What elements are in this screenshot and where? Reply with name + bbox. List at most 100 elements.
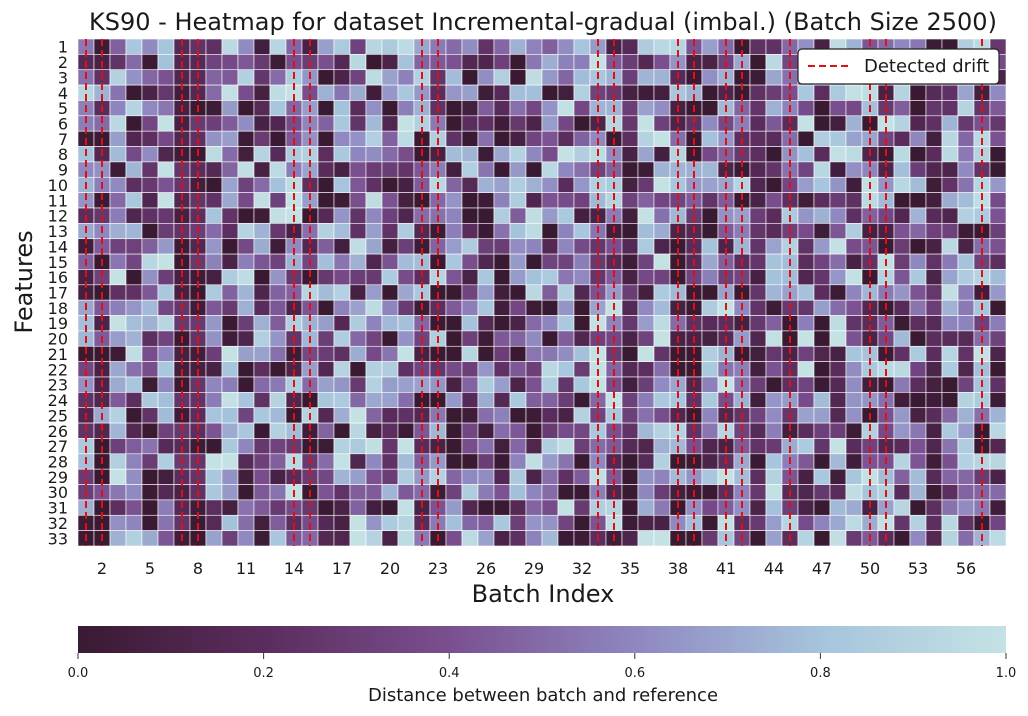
heatmap-cell	[493, 438, 511, 455]
heatmap-cell	[109, 54, 127, 71]
x-tick-label: 20	[380, 559, 400, 578]
heatmap-cell	[541, 422, 559, 439]
heatmap-cell	[157, 192, 175, 209]
heatmap-cell	[109, 453, 127, 470]
heatmap-cell	[349, 38, 367, 55]
heatmap-cell	[221, 315, 239, 332]
heatmap-cell	[221, 284, 239, 301]
heatmap-cell	[893, 253, 911, 270]
heatmap-cell	[541, 54, 559, 71]
heatmap-cell	[621, 345, 639, 362]
heatmap-cell	[397, 407, 415, 424]
heatmap-cell	[797, 161, 815, 178]
heatmap-cell	[509, 499, 527, 516]
heatmap-cell	[621, 361, 639, 378]
heatmap-cell	[157, 438, 175, 455]
heatmap-cell	[653, 499, 671, 516]
heatmap-cell	[461, 438, 479, 455]
heatmap-cell	[221, 146, 239, 163]
heatmap-cell	[621, 84, 639, 101]
x-tick-label: 41	[716, 559, 736, 578]
heatmap-cell	[349, 392, 367, 409]
heatmap-cell	[909, 238, 927, 255]
heatmap-cell	[637, 115, 655, 132]
heatmap-cell	[893, 422, 911, 439]
heatmap-cell	[493, 207, 511, 224]
heatmap-cell	[845, 376, 863, 393]
heatmap-cell	[573, 146, 591, 163]
heatmap-cell	[237, 422, 255, 439]
heatmap-cell	[397, 54, 415, 71]
heatmap-cell	[541, 284, 559, 301]
heatmap-cell	[333, 100, 351, 117]
heatmap-cell	[333, 192, 351, 209]
heatmap-cell	[269, 345, 287, 362]
heatmap-cell	[477, 453, 495, 470]
heatmap-cell	[237, 407, 255, 424]
heatmap-cell	[637, 499, 655, 516]
heatmap-cell	[205, 238, 223, 255]
heatmap-cell	[925, 484, 943, 501]
heatmap-cell	[237, 361, 255, 378]
heatmap-cell	[941, 115, 959, 132]
heatmap-cell	[621, 223, 639, 240]
heatmap-cell	[349, 484, 367, 501]
y-tick-label: 9	[58, 161, 68, 180]
heatmap-cell	[221, 223, 239, 240]
heatmap-cell	[109, 330, 127, 347]
heatmap-cell	[381, 69, 399, 86]
heatmap-cell	[333, 345, 351, 362]
heatmap-cell	[157, 499, 175, 516]
heatmap-cell	[989, 361, 1007, 378]
heatmap-cell	[509, 176, 527, 193]
heatmap-cell	[749, 330, 767, 347]
y-tick-label: 26	[48, 422, 68, 441]
heatmap-cell	[637, 176, 655, 193]
heatmap-cell	[349, 207, 367, 224]
heatmap-cell	[525, 315, 543, 332]
heatmap-cell	[509, 330, 527, 347]
heatmap-cell	[445, 514, 463, 531]
heatmap-cell	[541, 253, 559, 270]
heatmap-cell	[141, 207, 159, 224]
heatmap-cell	[157, 345, 175, 362]
y-tick-label: 31	[48, 499, 68, 518]
heatmap-cell	[205, 192, 223, 209]
heatmap-cell	[125, 330, 143, 347]
heatmap-cell	[829, 514, 847, 531]
heatmap-cell	[989, 223, 1007, 240]
heatmap-cell	[237, 253, 255, 270]
heatmap-cell	[957, 376, 975, 393]
heatmap-cell	[493, 484, 511, 501]
heatmap-cell	[541, 130, 559, 147]
heatmap-cell	[845, 361, 863, 378]
heatmap-cell	[893, 284, 911, 301]
heatmap-cell	[157, 530, 175, 547]
heatmap-cell	[141, 468, 159, 485]
heatmap-cell	[157, 484, 175, 501]
heatmap-cell	[989, 330, 1007, 347]
heatmap-cell	[909, 284, 927, 301]
heatmap-cell	[797, 484, 815, 501]
heatmap-cell	[237, 330, 255, 347]
x-tick-label: 29	[524, 559, 544, 578]
heatmap-cell	[941, 315, 959, 332]
heatmap-cell	[141, 376, 159, 393]
heatmap-cell	[765, 130, 783, 147]
heatmap-cell	[349, 84, 367, 101]
heatmap-cell	[573, 299, 591, 316]
heatmap-cell	[141, 484, 159, 501]
heatmap-cell	[557, 330, 575, 347]
heatmap-cell	[157, 269, 175, 286]
heatmap-cell	[653, 468, 671, 485]
heatmap-cell	[525, 100, 543, 117]
heatmap-cell	[237, 438, 255, 455]
heatmap-cell	[397, 361, 415, 378]
heatmap-cell	[253, 361, 271, 378]
heatmap-cell	[221, 253, 239, 270]
heatmap-cell	[957, 345, 975, 362]
heatmap-cell	[813, 345, 831, 362]
x-tick-label: 5	[145, 559, 155, 578]
heatmap-cell	[957, 238, 975, 255]
heatmap-cell	[477, 54, 495, 71]
